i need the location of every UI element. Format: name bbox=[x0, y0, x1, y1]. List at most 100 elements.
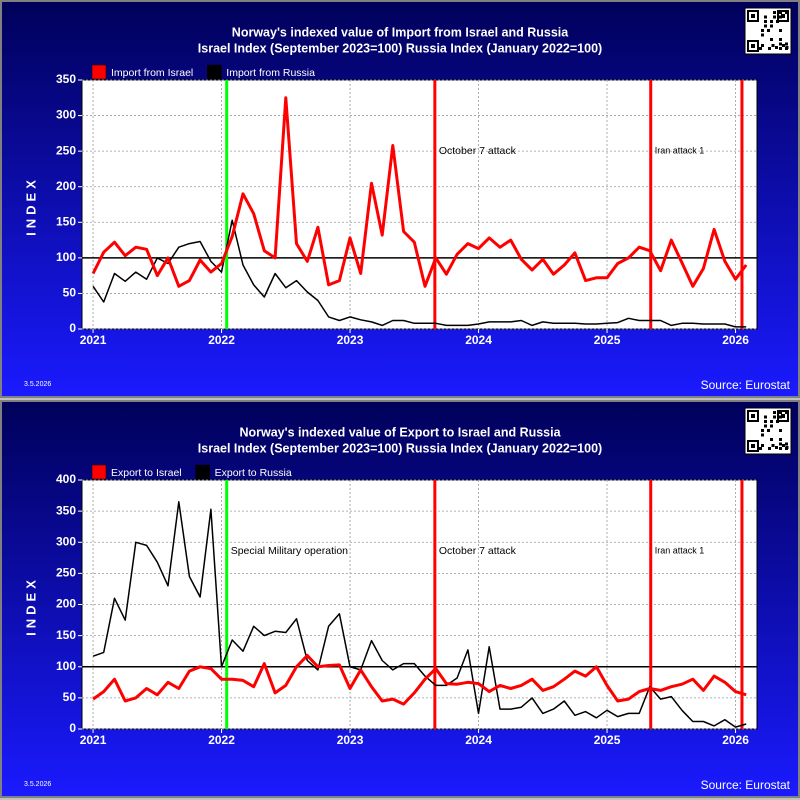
qr-dot bbox=[761, 444, 764, 447]
qr-dot bbox=[770, 38, 773, 41]
source-label: Source: Eurostat bbox=[701, 378, 791, 392]
date-label: 3.5.2026 bbox=[24, 781, 51, 788]
qr-dot bbox=[779, 15, 782, 19]
source-label: Source: Eurostat bbox=[701, 778, 791, 792]
x-tick-label: 2026 bbox=[722, 733, 749, 747]
qr-dot bbox=[761, 429, 764, 432]
qr-dot bbox=[759, 447, 762, 450]
x-tick-label: 2025 bbox=[594, 733, 621, 747]
chart-title: Norway's indexed value of Export to Isra… bbox=[239, 425, 561, 439]
x-tick-label: 2024 bbox=[465, 733, 492, 747]
y-tick-label: 100 bbox=[56, 659, 76, 673]
qr-dot bbox=[785, 411, 788, 414]
series-line bbox=[92, 501, 747, 728]
qr-dot bbox=[773, 11, 776, 14]
y-tick-label: 0 bbox=[69, 721, 76, 735]
qr-dot bbox=[764, 415, 767, 419]
qr-dot bbox=[770, 420, 773, 423]
x-tick-label: 2023 bbox=[337, 733, 364, 747]
qr-dot bbox=[770, 24, 773, 28]
y-tick-label: 200 bbox=[56, 179, 76, 193]
qr-finder bbox=[747, 410, 759, 422]
event-label: Iran attack 1 bbox=[655, 545, 705, 555]
event-label: October 7 attack bbox=[439, 545, 517, 557]
qr-finder bbox=[751, 444, 755, 448]
event-label: October 7 attack bbox=[439, 145, 517, 157]
x-tick-label: 2021 bbox=[80, 333, 107, 347]
qr-dot bbox=[775, 46, 778, 49]
legend-swatch bbox=[207, 64, 222, 80]
qr-dot bbox=[764, 15, 767, 19]
qr-dot bbox=[770, 438, 773, 441]
event-label: Special Military operation bbox=[231, 545, 348, 557]
y-tick-label: 300 bbox=[56, 534, 76, 548]
qr-dot bbox=[779, 415, 782, 419]
legend-label: Import from Russia bbox=[226, 67, 315, 79]
legend-swatch bbox=[91, 464, 107, 480]
event-label: Iran attack 1 bbox=[655, 145, 705, 155]
qr-finder bbox=[781, 414, 785, 418]
qr-dot bbox=[764, 20, 767, 23]
date-label: 3.5.2026 bbox=[24, 381, 51, 388]
qr-dot bbox=[779, 11, 782, 14]
qr-dot bbox=[775, 446, 778, 449]
qr-dot bbox=[761, 29, 764, 32]
y-axis-label: INDEX bbox=[23, 576, 38, 636]
y-tick-label: 350 bbox=[56, 72, 76, 86]
qr-dot bbox=[761, 44, 764, 47]
qr-dot bbox=[782, 444, 785, 447]
x-tick-label: 2026 bbox=[722, 333, 749, 347]
x-tick-label: 2022 bbox=[208, 333, 235, 347]
y-tick-label: 350 bbox=[56, 503, 76, 517]
qr-finder bbox=[781, 14, 785, 18]
y-tick-label: 250 bbox=[56, 143, 76, 157]
qr-dot bbox=[779, 447, 782, 450]
y-tick-label: 150 bbox=[56, 214, 76, 228]
qr-dot bbox=[771, 44, 775, 47]
chart-title: Norway's indexed value of Import from Is… bbox=[232, 25, 569, 39]
qr-dot bbox=[761, 33, 764, 37]
qr-dot bbox=[785, 11, 788, 14]
y-tick-label: 400 bbox=[56, 472, 76, 486]
panel: Norway's indexed value of Import from Is… bbox=[0, 0, 800, 398]
x-tick-label: 2021 bbox=[80, 733, 107, 747]
chart-subtitle: Israel Index (September 2023=100) Russia… bbox=[198, 441, 602, 455]
y-tick-label: 50 bbox=[63, 690, 77, 704]
qr-dot bbox=[773, 415, 776, 419]
qr-dot bbox=[764, 424, 767, 428]
y-axis-label: INDEX bbox=[23, 176, 38, 236]
qr-dot bbox=[770, 424, 773, 428]
qr-dot bbox=[764, 24, 767, 28]
y-tick-label: 300 bbox=[56, 108, 76, 122]
qr-dot bbox=[771, 444, 775, 447]
qr-dot bbox=[761, 433, 764, 437]
qr-dot bbox=[768, 447, 771, 450]
legend-label: Import from Israel bbox=[111, 67, 193, 79]
y-tick-label: 50 bbox=[63, 286, 77, 300]
qr-dot bbox=[768, 47, 771, 50]
qr-dot bbox=[779, 42, 782, 46]
x-tick-label: 2022 bbox=[208, 733, 235, 747]
series-line bbox=[92, 654, 747, 706]
qr-dot bbox=[776, 420, 779, 423]
legend-swatch bbox=[91, 64, 107, 80]
qr-dot bbox=[764, 420, 767, 423]
y-tick-label: 0 bbox=[69, 321, 76, 335]
qr-finder bbox=[777, 10, 789, 22]
qr-finder bbox=[747, 40, 759, 52]
qr-dot bbox=[767, 29, 770, 32]
qr-dot bbox=[779, 38, 782, 41]
qr-dot bbox=[776, 20, 779, 23]
qr-dot bbox=[779, 438, 782, 441]
qr-finder bbox=[777, 410, 789, 422]
qr-finder bbox=[747, 440, 759, 452]
qr-finder bbox=[751, 14, 755, 18]
x-tick-label: 2023 bbox=[337, 333, 364, 347]
qr-finder bbox=[751, 44, 755, 48]
qr-dot bbox=[773, 15, 776, 19]
qr-dot bbox=[782, 44, 785, 47]
qr-dot bbox=[785, 46, 789, 49]
series-line bbox=[91, 96, 748, 288]
qr-dot bbox=[767, 429, 770, 432]
